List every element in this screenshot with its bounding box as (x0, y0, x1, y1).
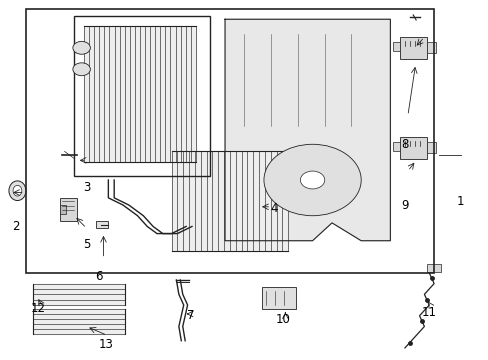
Bar (426, 264, 441, 272)
Text: 11: 11 (421, 306, 436, 319)
Text: 7: 7 (187, 309, 194, 322)
Text: 5: 5 (82, 238, 90, 251)
Text: 1: 1 (456, 195, 464, 208)
Polygon shape (33, 309, 125, 334)
Text: 6: 6 (95, 270, 102, 283)
Polygon shape (224, 19, 389, 241)
Ellipse shape (9, 181, 26, 201)
Bar (261, 287, 295, 309)
Bar (26, 9, 433, 273)
Text: 10: 10 (275, 313, 290, 326)
Ellipse shape (13, 185, 22, 196)
Text: 9: 9 (400, 198, 408, 212)
Text: 3: 3 (82, 181, 90, 194)
Text: 8: 8 (401, 138, 408, 151)
Text: 12: 12 (30, 302, 45, 315)
Bar (60, 205, 65, 214)
Polygon shape (171, 152, 287, 251)
Circle shape (73, 41, 90, 54)
Bar (74, 16, 210, 176)
Bar (392, 42, 399, 51)
Bar (426, 42, 435, 53)
Circle shape (300, 171, 324, 189)
Bar (96, 221, 108, 228)
Bar (426, 143, 435, 153)
Text: 2: 2 (12, 220, 20, 233)
Bar (60, 198, 77, 221)
Polygon shape (33, 284, 125, 305)
Bar (399, 137, 426, 158)
Text: 4: 4 (269, 202, 277, 215)
Polygon shape (84, 26, 196, 162)
Circle shape (73, 63, 90, 76)
Bar (399, 37, 426, 59)
Bar (392, 143, 399, 152)
Text: 13: 13 (98, 338, 113, 351)
Circle shape (264, 144, 361, 216)
